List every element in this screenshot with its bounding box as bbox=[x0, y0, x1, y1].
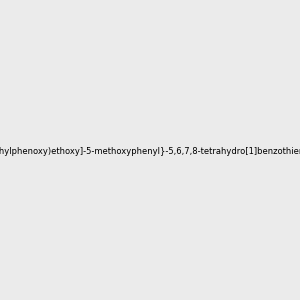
Text: 2-{3-chloro-4-[2-(3,4-dimethylphenoxy)ethoxy]-5-methoxyphenyl}-5,6,7,8-tetrahydr: 2-{3-chloro-4-[2-(3,4-dimethylphenoxy)et… bbox=[0, 147, 300, 156]
